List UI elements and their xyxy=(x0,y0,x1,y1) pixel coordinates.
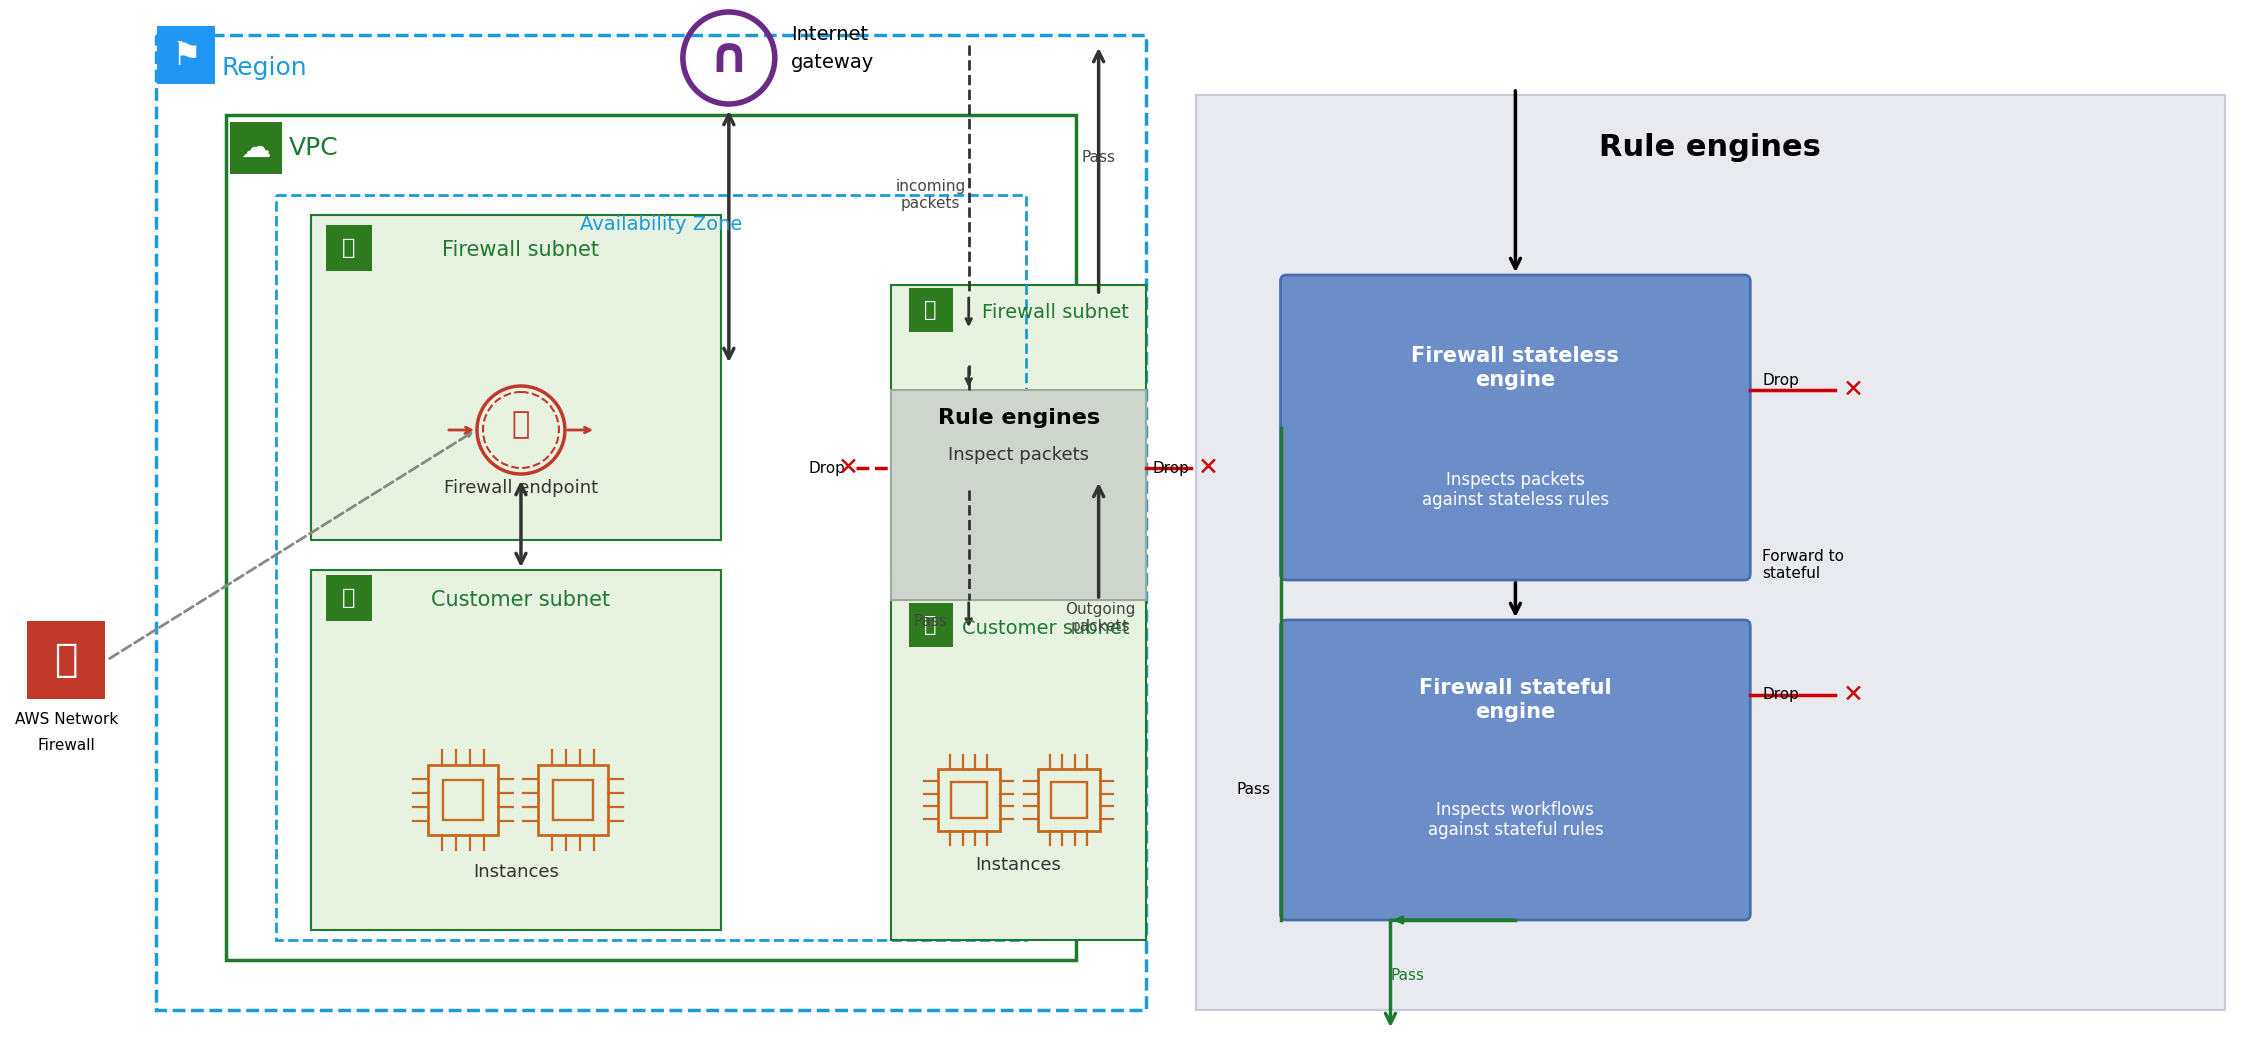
Bar xyxy=(909,288,954,332)
Text: Instances: Instances xyxy=(473,863,559,881)
Bar xyxy=(157,35,1147,1010)
Text: 🔒: 🔒 xyxy=(925,300,938,320)
Text: Customer subnet: Customer subnet xyxy=(963,618,1129,637)
Text: gateway: gateway xyxy=(790,53,875,71)
Text: Inspect packets: Inspect packets xyxy=(949,446,1088,464)
Text: 🔥: 🔥 xyxy=(512,410,530,440)
Text: Outgoing
packets: Outgoing packets xyxy=(1066,602,1135,634)
Text: Pass: Pass xyxy=(1236,782,1270,797)
Bar xyxy=(312,570,720,930)
Bar xyxy=(27,621,105,699)
Text: Availability Zone: Availability Zone xyxy=(579,215,743,234)
Bar xyxy=(909,603,954,647)
Text: 🔒: 🔒 xyxy=(343,588,357,608)
Text: Rule engines: Rule engines xyxy=(938,408,1100,428)
Text: ✕: ✕ xyxy=(1842,683,1865,707)
Bar xyxy=(891,390,1147,600)
Text: 🔒: 🔒 xyxy=(343,238,357,258)
Text: Drop: Drop xyxy=(1762,372,1800,388)
Bar xyxy=(539,765,608,835)
Bar xyxy=(429,765,498,835)
Bar xyxy=(891,285,1147,570)
Bar xyxy=(442,780,482,820)
Bar xyxy=(938,768,999,831)
Text: Firewall stateful
engine: Firewall stateful engine xyxy=(1418,678,1611,722)
Text: Internet: Internet xyxy=(790,25,868,45)
Text: Firewall stateless
engine: Firewall stateless engine xyxy=(1411,347,1620,390)
Bar xyxy=(1050,782,1086,818)
Text: Forward to
stateful: Forward to stateful xyxy=(1762,549,1845,581)
Text: ✕: ✕ xyxy=(1198,456,1218,480)
Bar xyxy=(312,215,720,540)
Bar xyxy=(325,225,373,271)
Text: ✕: ✕ xyxy=(839,456,859,480)
Bar xyxy=(951,782,987,818)
Bar xyxy=(891,600,1147,940)
Bar xyxy=(227,114,1075,960)
Text: 🔒: 🔒 xyxy=(925,615,938,635)
Bar xyxy=(1037,768,1100,831)
Text: Firewall subnet: Firewall subnet xyxy=(983,303,1129,322)
Text: Inspects packets
against stateless rules: Inspects packets against stateless rules xyxy=(1423,471,1609,510)
Bar xyxy=(1196,95,2226,1010)
Bar xyxy=(325,575,373,621)
Text: Pass: Pass xyxy=(913,615,947,630)
Text: Firewall: Firewall xyxy=(38,738,94,753)
Bar xyxy=(276,195,1026,940)
Text: VPC: VPC xyxy=(289,136,339,160)
Bar xyxy=(552,780,592,820)
FancyBboxPatch shape xyxy=(1281,275,1750,580)
Text: Drop: Drop xyxy=(1153,460,1189,476)
Text: ☁: ☁ xyxy=(240,134,272,162)
Bar xyxy=(157,26,215,84)
Text: Instances: Instances xyxy=(976,856,1061,874)
Text: ∩: ∩ xyxy=(709,34,749,82)
Text: ✕: ✕ xyxy=(1842,378,1865,402)
Text: 🔥: 🔥 xyxy=(54,641,79,679)
Text: incoming
packets: incoming packets xyxy=(895,179,965,211)
Bar xyxy=(231,122,283,174)
Text: Pass: Pass xyxy=(1391,968,1425,983)
Text: Drop: Drop xyxy=(1762,688,1800,703)
Text: Region: Region xyxy=(222,56,307,80)
FancyBboxPatch shape xyxy=(1281,620,1750,920)
Text: ⚑: ⚑ xyxy=(171,38,202,71)
Text: Firewall endpoint: Firewall endpoint xyxy=(444,479,597,497)
Text: Customer subnet: Customer subnet xyxy=(431,590,610,610)
Text: Drop: Drop xyxy=(808,460,846,476)
Text: AWS Network: AWS Network xyxy=(16,712,119,727)
Text: Pass: Pass xyxy=(1082,151,1115,165)
Text: Firewall subnet: Firewall subnet xyxy=(442,240,599,260)
Text: Inspects workflows
against stateful rules: Inspects workflows against stateful rule… xyxy=(1427,800,1602,840)
Text: Rule engines: Rule engines xyxy=(1600,134,1822,162)
